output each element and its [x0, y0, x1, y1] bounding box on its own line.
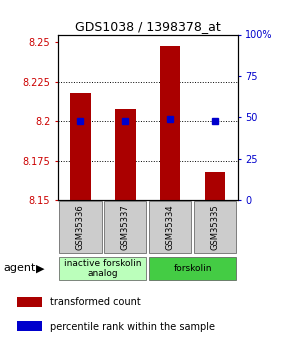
Bar [59, 201, 102, 253]
Bar [205, 172, 225, 200]
Bar [59, 257, 146, 280]
Text: agent: agent [3, 263, 35, 273]
Bar [104, 201, 146, 253]
Bar [17, 297, 41, 307]
Title: GDS1038 / 1398378_at: GDS1038 / 1398378_at [75, 20, 221, 33]
Bar [149, 257, 236, 280]
Text: GSM35336: GSM35336 [76, 204, 85, 250]
Bar [17, 322, 41, 331]
Bar [70, 93, 90, 200]
Bar [149, 201, 191, 253]
Text: GSM35334: GSM35334 [166, 204, 175, 250]
Text: ▶: ▶ [37, 263, 45, 273]
Text: percentile rank within the sample: percentile rank within the sample [50, 322, 215, 332]
Bar [160, 46, 180, 200]
Text: GSM35335: GSM35335 [211, 204, 220, 250]
Text: GSM35337: GSM35337 [121, 204, 130, 250]
Bar [115, 109, 135, 200]
Text: inactive forskolin
analog: inactive forskolin analog [64, 258, 142, 278]
Text: forskolin: forskolin [174, 264, 212, 273]
Text: transformed count: transformed count [50, 297, 141, 307]
Bar [194, 201, 236, 253]
